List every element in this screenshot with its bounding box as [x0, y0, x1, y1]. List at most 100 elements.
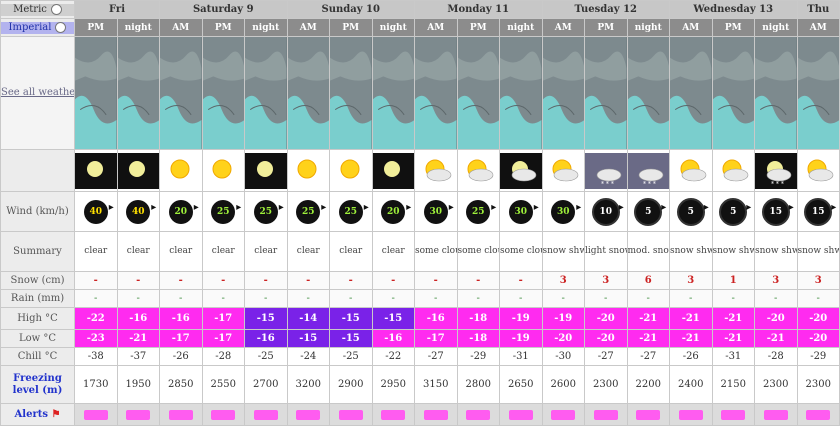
cloud-snow-icon: * * *	[585, 152, 627, 189]
weather-map[interactable]	[669, 35, 713, 151]
alert-cell	[541, 403, 585, 427]
weather-map[interactable]	[584, 35, 628, 151]
alert-cell	[796, 403, 840, 427]
summary-cell: snow shwrs	[711, 231, 755, 273]
alert-badge	[678, 410, 703, 421]
wind-arrow-icon: ▸	[661, 201, 667, 213]
weather-map[interactable]	[414, 35, 458, 151]
wind-cell: 30 ▸	[414, 191, 458, 233]
alert-cell	[414, 403, 458, 427]
sun-icon	[160, 153, 201, 189]
weather-map[interactable]	[159, 35, 203, 151]
wind-arrow-icon: ▸	[448, 202, 454, 214]
period-header: night	[754, 18, 798, 37]
svg-text:* * *: * * *	[601, 181, 614, 188]
svg-text:* * *: * * *	[558, 181, 571, 188]
wind-cell: 40 ▸	[116, 191, 160, 233]
wind-speed: 15	[811, 206, 825, 217]
high-temp-cell: -20	[754, 307, 798, 331]
alert-cell	[244, 403, 288, 427]
period-header: AM	[414, 18, 458, 37]
alert-cell	[329, 403, 373, 427]
weather-map[interactable]	[116, 35, 160, 151]
low-temp-cell: -21	[626, 329, 670, 349]
see-all-maps-link[interactable]: See all weather maps	[0, 35, 75, 151]
alert-badge	[126, 410, 151, 421]
weather-icon-cell	[116, 149, 160, 193]
low-temp-cell: -19	[499, 329, 543, 349]
metric-radio-icon[interactable]	[50, 4, 62, 15]
alert-badge	[381, 410, 406, 421]
freezing-level-cell: 2150	[711, 365, 755, 405]
wind-speed: 25	[301, 207, 315, 218]
chill-cell: -38	[74, 347, 118, 367]
wind-cell: 40 ▸	[74, 191, 118, 233]
chill-cell: -29	[796, 347, 840, 367]
rain-cell: -	[499, 289, 543, 309]
wind-cell: 25 ▸	[201, 191, 245, 233]
weather-map[interactable]	[286, 35, 330, 151]
wind-cell: 20 ▸	[159, 191, 203, 233]
sun-cloud-snow-icon: * * *	[543, 153, 584, 189]
weather-map[interactable]	[711, 35, 755, 151]
weather-map[interactable]	[456, 35, 500, 151]
summary-cell: clear	[201, 231, 245, 273]
wind-badge: 40 ▸	[126, 200, 156, 225]
weather-icon-cell	[74, 149, 118, 193]
weather-map[interactable]	[371, 35, 415, 151]
weather-map[interactable]	[754, 35, 798, 151]
wind-speed: 30	[514, 207, 528, 218]
rain-cell: -	[541, 289, 585, 309]
imperial-toggle[interactable]: Imperial	[0, 18, 75, 37]
summary-cell: snow shwrs	[541, 231, 585, 273]
svg-text:* * *: * * *	[813, 181, 826, 188]
alert-cell	[584, 403, 628, 427]
weather-map[interactable]	[626, 35, 670, 151]
metric-toggle[interactable]: Metric	[0, 0, 75, 19]
high-temp-cell: -15	[244, 307, 288, 331]
alert-badge	[466, 410, 491, 421]
alert-badge	[763, 410, 788, 421]
low-temp-cell: -16	[371, 329, 415, 349]
period-header: PM	[201, 18, 245, 37]
high-temp-cell: -19	[499, 307, 543, 331]
wind-speed: 5	[730, 206, 737, 217]
footer-label-text: Alerts	[14, 408, 48, 420]
wind-speed: 40	[89, 207, 103, 218]
weather-map[interactable]	[329, 35, 373, 151]
svg-text:* * *: * * *	[728, 181, 741, 188]
weather-map[interactable]	[541, 35, 585, 151]
freezing-level-cell: 2550	[201, 365, 245, 405]
weather-map[interactable]	[74, 35, 118, 151]
see-all-maps-text[interactable]: See all weather maps	[1, 87, 74, 99]
day-header: Wednesday 13	[669, 0, 798, 19]
freezing-level-cell: 3200	[286, 365, 330, 405]
wind-speed: 5	[687, 206, 694, 217]
rain-cell: -	[669, 289, 713, 309]
summary-label: Summary	[0, 231, 75, 273]
wind-badge: 20 ▸	[381, 200, 411, 225]
high-temp-cell: -14	[286, 307, 330, 331]
low-temp-cell: -17	[201, 329, 245, 349]
period-header: night	[626, 18, 670, 37]
weather-icon-cell: * * *	[584, 149, 628, 193]
wind-badge: 15 ▸	[761, 197, 794, 226]
imperial-radio-icon[interactable]	[55, 22, 67, 33]
wind-cell: 25 ▸	[329, 191, 373, 233]
alert-cell	[456, 403, 500, 427]
weather-icon-cell	[499, 149, 543, 193]
weather-map[interactable]	[796, 35, 840, 151]
weather-map[interactable]	[201, 35, 245, 151]
summary-cell: clear	[329, 231, 373, 273]
alert-cell	[116, 403, 160, 427]
rain-cell: -	[754, 289, 798, 309]
snow-cell: -	[116, 271, 160, 291]
freezing-level-cell: 1730	[74, 365, 118, 405]
weather-map[interactable]	[499, 35, 543, 151]
summary-cell: clear	[159, 231, 203, 273]
wind-speed: 25	[471, 207, 485, 218]
weather-map[interactable]	[244, 35, 288, 151]
chill-cell: -37	[116, 347, 160, 367]
wind-cell: 30 ▸	[541, 191, 585, 233]
wind-badge: 20 ▸	[168, 200, 199, 225]
